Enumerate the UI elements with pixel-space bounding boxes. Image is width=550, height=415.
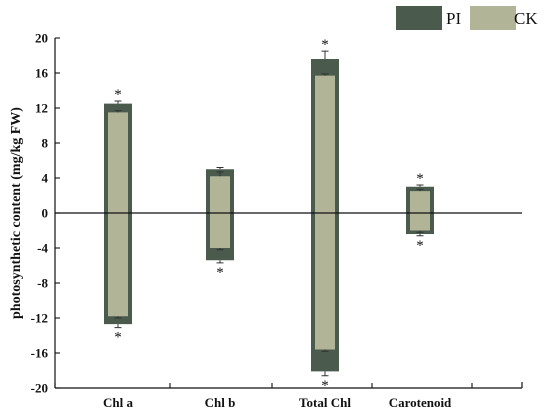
x-tick-label: Chl b xyxy=(205,395,236,410)
legend-swatch-pi xyxy=(396,6,442,30)
y-tick-label: -12 xyxy=(31,311,48,326)
x-tick-label: Carotenoid xyxy=(389,395,452,410)
y-axis-label: photosynthetic content (mg/kg FW) xyxy=(9,107,24,319)
bars xyxy=(104,50,434,377)
y-tick-label: 0 xyxy=(42,206,49,221)
labels: * * * * * * * xyxy=(114,37,424,394)
x-tick-label: Chl a xyxy=(103,395,133,410)
legend-label-ck: CK xyxy=(514,9,538,28)
bar-ck-negative xyxy=(410,213,430,231)
y-tick-label: 20 xyxy=(35,31,48,46)
y-tick-label: -16 xyxy=(31,346,49,361)
bar-ck-negative xyxy=(315,213,335,350)
significance-star: * xyxy=(321,37,329,53)
x-tick-label: Total Chl xyxy=(299,395,351,410)
bar-ck-positive xyxy=(315,75,335,213)
y-tick-label: 8 xyxy=(42,136,49,151)
significance-star: * xyxy=(114,87,122,103)
legend: PI CK xyxy=(396,6,538,30)
bar-ck-positive xyxy=(108,112,128,213)
significance-star: * xyxy=(416,171,424,187)
axes: 20 16 12 8 4 0 -4 -8 -12 -16 -20 Chl a Chl b Total Ch… xyxy=(9,31,523,410)
y-tick-label: 16 xyxy=(35,66,49,81)
y-tick-label: 4 xyxy=(42,171,49,186)
bar-ck-positive xyxy=(210,176,230,213)
significance-star: * xyxy=(114,330,122,346)
y-tick-label: -8 xyxy=(37,276,48,291)
significance-star: * xyxy=(416,238,424,254)
y-tick-label: -4 xyxy=(37,241,48,256)
significance-star: * xyxy=(216,265,224,281)
bar-ck-positive xyxy=(410,191,430,213)
significance-star: * xyxy=(321,378,329,394)
legend-label-pi: PI xyxy=(446,9,461,28)
bar-ck-negative xyxy=(210,213,230,248)
y-tick-label: -20 xyxy=(31,381,48,396)
legend-swatch-ck xyxy=(470,6,516,30)
y-tick-label: 12 xyxy=(35,101,48,116)
bar-ck-negative xyxy=(108,213,128,317)
